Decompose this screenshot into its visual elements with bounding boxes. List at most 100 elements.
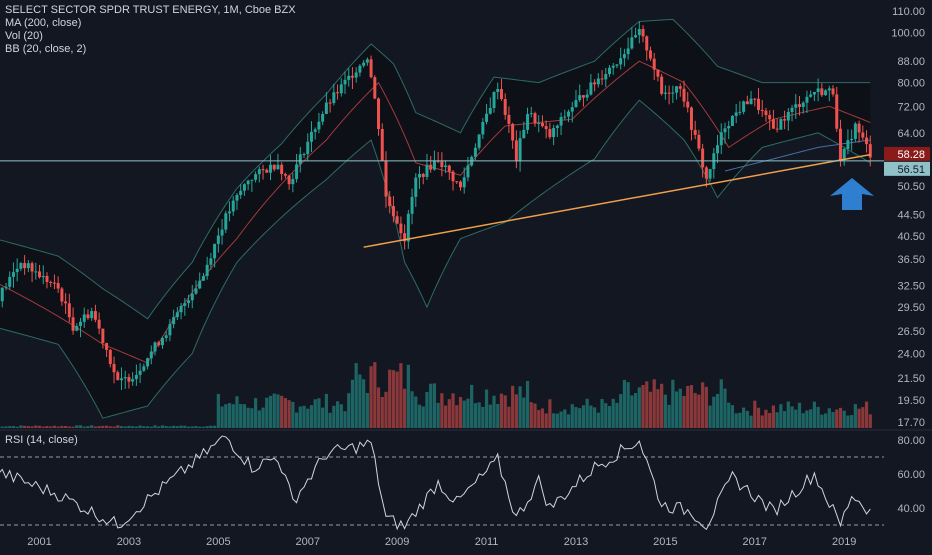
volume-bar: [790, 406, 793, 428]
candle-body: [593, 82, 596, 84]
price-tick-label: 50.50: [897, 181, 925, 193]
volume-bar: [68, 427, 71, 428]
volume-bar: [314, 399, 317, 428]
candle-body: [507, 115, 510, 124]
candle-body: [850, 139, 853, 140]
candle-body: [858, 124, 861, 133]
volume-bar: [172, 426, 175, 428]
candle-body: [727, 126, 730, 128]
candle-body: [466, 165, 469, 177]
rsi-legend[interactable]: RSI (14, close): [5, 434, 78, 446]
volume-bar: [846, 416, 849, 428]
time-tick-label: 2001: [27, 536, 51, 548]
time-tick-label: 2005: [206, 536, 230, 548]
candle-body: [370, 59, 373, 77]
candle-body: [124, 377, 127, 378]
candle-body: [630, 37, 633, 48]
volume-bar: [8, 426, 11, 428]
volume-bar: [593, 407, 596, 428]
volume-bar: [396, 372, 399, 428]
volume-bar: [433, 383, 436, 428]
volume-bar: [291, 402, 294, 428]
candle-body: [556, 126, 559, 128]
candle-body: [783, 119, 786, 120]
candle-body: [325, 103, 328, 114]
volume-bar: [843, 411, 846, 428]
legend-ma[interactable]: MA (200, close): [5, 17, 296, 30]
volume-bar: [545, 413, 548, 428]
candle-body: [489, 108, 492, 114]
legend-symbol[interactable]: SELECT SECTOR SPDR TRUST ENERGY, 1M, Cbo…: [5, 4, 296, 17]
volume-bar: [697, 395, 700, 428]
candle-body: [113, 364, 116, 372]
legend-vol[interactable]: Vol (20): [5, 30, 296, 43]
time-tick-label: 2015: [653, 536, 677, 548]
volume-bar: [366, 393, 369, 428]
candle-body: [794, 104, 797, 108]
volume-bar: [105, 426, 108, 428]
candle-body: [150, 351, 153, 358]
volume-bar: [139, 426, 142, 428]
candle-body: [791, 108, 794, 112]
volume-bar: [425, 392, 428, 428]
volume-bar: [1, 427, 4, 428]
candle-body: [571, 107, 574, 111]
price-tick-label: 26.50: [897, 326, 925, 338]
candle-body: [1, 288, 4, 302]
volume-bar: [507, 407, 510, 428]
volume-bar: [42, 427, 45, 428]
candle-body: [723, 128, 726, 132]
volume-bar: [653, 379, 656, 428]
candle-body: [615, 64, 618, 65]
candle-body: [679, 86, 682, 88]
candle-body: [742, 101, 745, 111]
volume-bar: [813, 402, 816, 428]
candle-body: [493, 92, 496, 108]
candle-body: [478, 134, 481, 147]
time-tick-label: 2013: [564, 536, 588, 548]
price-tick-label: 21.50: [897, 373, 925, 385]
candle-body: [60, 289, 63, 302]
candle-body: [638, 29, 641, 35]
volume-bar: [403, 389, 406, 428]
candle-body: [649, 50, 652, 58]
volume-bar: [861, 407, 864, 428]
candle-body: [321, 114, 324, 122]
legend-bb[interactable]: BB (20, close, 2): [5, 43, 296, 56]
candle-body: [768, 115, 771, 119]
candle-body: [612, 66, 615, 68]
volume-bar: [30, 426, 33, 428]
candle-body: [265, 170, 268, 173]
candle-body: [180, 306, 183, 312]
volume-bar: [418, 405, 421, 428]
volume-bar: [235, 396, 238, 428]
candle-body: [213, 244, 216, 259]
candle-body: [675, 86, 678, 92]
candle-body: [738, 112, 741, 113]
volume-bar: [362, 379, 365, 428]
volume-bar: [500, 394, 503, 428]
volume-bar: [727, 403, 730, 428]
volume-bar: [98, 426, 101, 428]
candle-body: [709, 169, 712, 178]
volume-bar: [384, 392, 387, 428]
candle-body: [500, 89, 503, 99]
volume-bar: [526, 381, 529, 428]
candle-body: [578, 95, 581, 100]
candle-body: [262, 169, 265, 170]
candle-body: [828, 88, 831, 90]
volume-bar: [112, 427, 115, 428]
candle-body: [533, 113, 536, 123]
volume-bar: [306, 409, 309, 428]
support-price-label: 56.51: [897, 164, 925, 176]
candle-body: [396, 216, 399, 223]
volume-bar: [101, 426, 104, 428]
volume-bar: [649, 392, 652, 428]
volume-bar: [377, 387, 380, 428]
candle-body: [485, 114, 488, 122]
volume-bar: [310, 405, 313, 428]
candle-body: [660, 77, 663, 94]
price-tick-label: 110.00: [892, 6, 925, 18]
volume-bar: [869, 414, 872, 428]
candle-body: [604, 74, 607, 79]
